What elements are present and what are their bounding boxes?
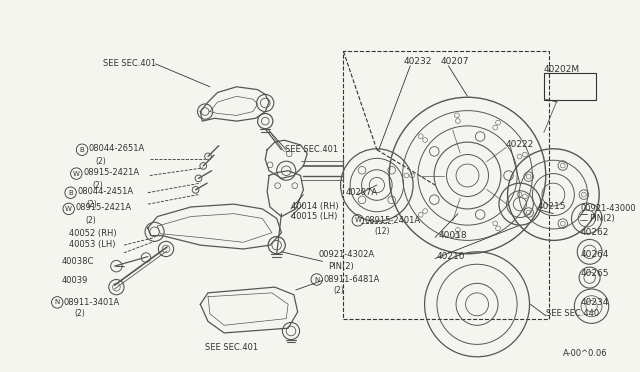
Text: W: W (73, 171, 80, 177)
Text: B: B (68, 190, 73, 196)
Text: 08911-6481A: 08911-6481A (323, 275, 380, 284)
Text: SEE SEC.401: SEE SEC.401 (205, 343, 259, 352)
Text: 00921-43000: 00921-43000 (580, 204, 636, 214)
Text: 40202M: 40202M (544, 65, 580, 74)
Text: 40018: 40018 (439, 231, 467, 240)
Text: PIN(2): PIN(2) (328, 262, 354, 271)
Text: 08911-3401A: 08911-3401A (64, 298, 120, 307)
Text: W: W (355, 217, 361, 223)
Text: (12): (12) (374, 227, 390, 236)
Text: 40038C: 40038C (62, 257, 94, 266)
Text: 40234: 40234 (580, 298, 609, 307)
Text: 40222: 40222 (506, 141, 534, 150)
Text: 40210: 40210 (437, 252, 465, 261)
Text: 40215: 40215 (537, 202, 566, 212)
Text: 40232: 40232 (404, 57, 432, 65)
Text: 08915-2421A: 08915-2421A (83, 168, 139, 177)
Bar (544, 73, 596, 100)
Text: 00921-4302A: 00921-4302A (319, 250, 375, 259)
Text: B: B (79, 147, 84, 153)
Text: A-00^0.06: A-00^0.06 (563, 349, 607, 358)
Text: 40052 (RH): 40052 (RH) (68, 229, 116, 238)
Text: N: N (54, 299, 60, 305)
Text: 08044-2451A: 08044-2451A (77, 187, 133, 196)
Text: 40262: 40262 (580, 228, 609, 237)
Text: N: N (314, 276, 319, 282)
Text: 40039: 40039 (62, 276, 88, 285)
Text: PIN(2): PIN(2) (589, 214, 614, 223)
Text: 40207: 40207 (441, 57, 469, 65)
Text: (2): (2) (95, 157, 106, 166)
Text: 08915-2401A: 08915-2401A (364, 216, 420, 225)
Text: 40015 (LH): 40015 (LH) (291, 212, 337, 221)
Text: 40014 (RH): 40014 (RH) (291, 202, 339, 211)
Text: 40207A: 40207A (346, 188, 378, 197)
Text: 40053 (LH): 40053 (LH) (68, 240, 115, 249)
Text: SEE SEC.401: SEE SEC.401 (103, 60, 156, 68)
Text: 08915-2421A: 08915-2421A (76, 203, 131, 212)
Text: SEE SEC.401: SEE SEC.401 (285, 145, 339, 154)
Text: (2): (2) (333, 286, 344, 295)
Text: (2): (2) (93, 180, 103, 190)
Text: 40265: 40265 (580, 269, 609, 278)
Text: 40264: 40264 (580, 250, 609, 259)
Text: W: W (65, 206, 72, 212)
Text: (2): (2) (74, 310, 85, 318)
Text: (2): (2) (85, 216, 95, 225)
Text: (2): (2) (87, 200, 97, 209)
Text: SEE SEC.440: SEE SEC.440 (546, 310, 599, 318)
Bar (344, 51, 548, 318)
Text: 08044-2651A: 08044-2651A (89, 144, 145, 153)
